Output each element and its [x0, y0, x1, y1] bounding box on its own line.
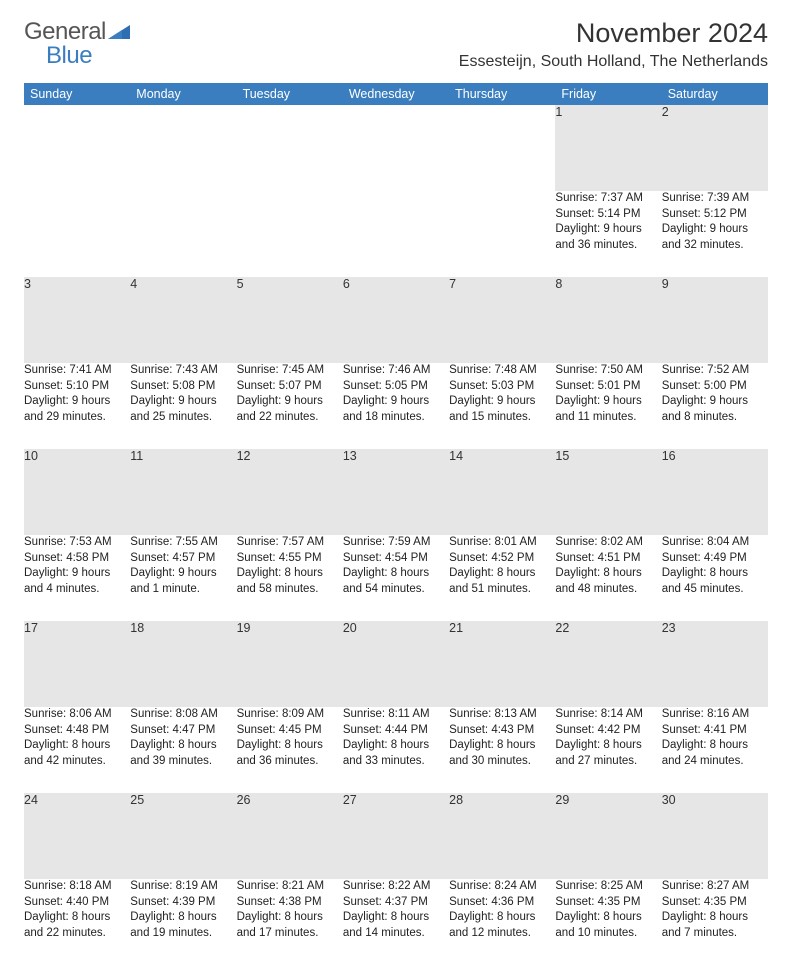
- day-cell: [237, 191, 343, 277]
- day-cell: [130, 191, 236, 277]
- day-cell: Sunrise: 7:43 AM Sunset: 5:08 PM Dayligh…: [130, 363, 236, 449]
- day-data-row: Sunrise: 7:37 AM Sunset: 5:14 PM Dayligh…: [24, 191, 768, 277]
- day-cell: Sunrise: 7:48 AM Sunset: 5:03 PM Dayligh…: [449, 363, 555, 449]
- day-number-row: 17181920212223: [24, 621, 768, 707]
- day-number: 8: [555, 277, 661, 363]
- brand-general: General: [24, 18, 106, 45]
- day-number: 3: [24, 277, 130, 363]
- day-cell: Sunrise: 8:02 AM Sunset: 4:51 PM Dayligh…: [555, 535, 661, 621]
- day-cell: Sunrise: 7:39 AM Sunset: 5:12 PM Dayligh…: [662, 191, 768, 277]
- day-number: 27: [343, 793, 449, 879]
- day-cell: Sunrise: 8:21 AM Sunset: 4:38 PM Dayligh…: [237, 879, 343, 965]
- day-number: 12: [237, 449, 343, 535]
- day-cell: Sunrise: 8:13 AM Sunset: 4:43 PM Dayligh…: [449, 707, 555, 793]
- weekday-header: Wednesday: [343, 83, 449, 105]
- location-subtitle: Essesteijn, South Holland, The Netherlan…: [459, 53, 768, 71]
- day-data-row: Sunrise: 8:06 AM Sunset: 4:48 PM Dayligh…: [24, 707, 768, 793]
- day-cell: [449, 191, 555, 277]
- day-cell: Sunrise: 8:19 AM Sunset: 4:39 PM Dayligh…: [130, 879, 236, 965]
- day-number: 14: [449, 449, 555, 535]
- day-number: 25: [130, 793, 236, 879]
- day-number: 5: [237, 277, 343, 363]
- day-number: 11: [130, 449, 236, 535]
- day-number: 17: [24, 621, 130, 707]
- day-cell: [24, 191, 130, 277]
- day-cell: Sunrise: 8:01 AM Sunset: 4:52 PM Dayligh…: [449, 535, 555, 621]
- day-cell: Sunrise: 7:46 AM Sunset: 5:05 PM Dayligh…: [343, 363, 449, 449]
- weekday-header: Friday: [555, 83, 661, 105]
- day-number: 22: [555, 621, 661, 707]
- day-number: 24: [24, 793, 130, 879]
- day-cell: Sunrise: 8:27 AM Sunset: 4:35 PM Dayligh…: [662, 879, 768, 965]
- day-number: [449, 105, 555, 191]
- brand-blue: Blue: [24, 42, 130, 70]
- day-cell: Sunrise: 8:06 AM Sunset: 4:48 PM Dayligh…: [24, 707, 130, 793]
- day-cell: Sunrise: 8:24 AM Sunset: 4:36 PM Dayligh…: [449, 879, 555, 965]
- day-cell: Sunrise: 7:37 AM Sunset: 5:14 PM Dayligh…: [555, 191, 661, 277]
- day-number: 21: [449, 621, 555, 707]
- weekday-header-row: Sunday Monday Tuesday Wednesday Thursday…: [24, 83, 768, 105]
- weekday-header: Saturday: [662, 83, 768, 105]
- month-title: November 2024: [459, 18, 768, 49]
- day-cell: Sunrise: 7:41 AM Sunset: 5:10 PM Dayligh…: [24, 363, 130, 449]
- day-cell: Sunrise: 7:53 AM Sunset: 4:58 PM Dayligh…: [24, 535, 130, 621]
- day-number: [24, 105, 130, 191]
- weekday-header: Thursday: [449, 83, 555, 105]
- day-number: 6: [343, 277, 449, 363]
- day-cell: Sunrise: 7:59 AM Sunset: 4:54 PM Dayligh…: [343, 535, 449, 621]
- logo-triangle-icon: [108, 25, 130, 39]
- day-number: 1: [555, 105, 661, 191]
- day-cell: Sunrise: 8:22 AM Sunset: 4:37 PM Dayligh…: [343, 879, 449, 965]
- calendar-table: Sunday Monday Tuesday Wednesday Thursday…: [24, 83, 768, 965]
- day-cell: Sunrise: 8:14 AM Sunset: 4:42 PM Dayligh…: [555, 707, 661, 793]
- weekday-header: Monday: [130, 83, 236, 105]
- day-cell: Sunrise: 8:04 AM Sunset: 4:49 PM Dayligh…: [662, 535, 768, 621]
- day-number: 16: [662, 449, 768, 535]
- day-data-row: Sunrise: 8:18 AM Sunset: 4:40 PM Dayligh…: [24, 879, 768, 965]
- day-number: 26: [237, 793, 343, 879]
- day-number: 13: [343, 449, 449, 535]
- day-cell: Sunrise: 8:09 AM Sunset: 4:45 PM Dayligh…: [237, 707, 343, 793]
- day-number: [237, 105, 343, 191]
- day-number: 19: [237, 621, 343, 707]
- day-cell: Sunrise: 8:11 AM Sunset: 4:44 PM Dayligh…: [343, 707, 449, 793]
- day-cell: Sunrise: 8:16 AM Sunset: 4:41 PM Dayligh…: [662, 707, 768, 793]
- day-number: 20: [343, 621, 449, 707]
- day-cell: Sunrise: 8:08 AM Sunset: 4:47 PM Dayligh…: [130, 707, 236, 793]
- day-data-row: Sunrise: 7:41 AM Sunset: 5:10 PM Dayligh…: [24, 363, 768, 449]
- day-cell: [343, 191, 449, 277]
- day-number-row: 3456789: [24, 277, 768, 363]
- day-number: 15: [555, 449, 661, 535]
- day-cell: Sunrise: 7:50 AM Sunset: 5:01 PM Dayligh…: [555, 363, 661, 449]
- day-number-row: 12: [24, 105, 768, 191]
- day-number: 7: [449, 277, 555, 363]
- day-number: 30: [662, 793, 768, 879]
- day-number: 4: [130, 277, 236, 363]
- day-number: 2: [662, 105, 768, 191]
- day-cell: Sunrise: 7:45 AM Sunset: 5:07 PM Dayligh…: [237, 363, 343, 449]
- day-number: 29: [555, 793, 661, 879]
- weekday-header: Tuesday: [237, 83, 343, 105]
- day-number: [343, 105, 449, 191]
- day-number: [130, 105, 236, 191]
- page-header: General Blue November 2024 Essesteijn, S…: [24, 18, 768, 71]
- day-cell: Sunrise: 7:57 AM Sunset: 4:55 PM Dayligh…: [237, 535, 343, 621]
- weekday-header: Sunday: [24, 83, 130, 105]
- day-number: 9: [662, 277, 768, 363]
- day-number: 28: [449, 793, 555, 879]
- calendar-page: General Blue November 2024 Essesteijn, S…: [0, 0, 792, 965]
- day-number: 10: [24, 449, 130, 535]
- day-data-row: Sunrise: 7:53 AM Sunset: 4:58 PM Dayligh…: [24, 535, 768, 621]
- day-cell: Sunrise: 7:55 AM Sunset: 4:57 PM Dayligh…: [130, 535, 236, 621]
- day-number-row: 10111213141516: [24, 449, 768, 535]
- day-cell: Sunrise: 7:52 AM Sunset: 5:00 PM Dayligh…: [662, 363, 768, 449]
- brand-logo: General Blue: [24, 18, 130, 70]
- day-number: 18: [130, 621, 236, 707]
- title-block: November 2024 Essesteijn, South Holland,…: [459, 18, 768, 71]
- day-cell: Sunrise: 8:25 AM Sunset: 4:35 PM Dayligh…: [555, 879, 661, 965]
- day-cell: Sunrise: 8:18 AM Sunset: 4:40 PM Dayligh…: [24, 879, 130, 965]
- day-number: 23: [662, 621, 768, 707]
- day-number-row: 24252627282930: [24, 793, 768, 879]
